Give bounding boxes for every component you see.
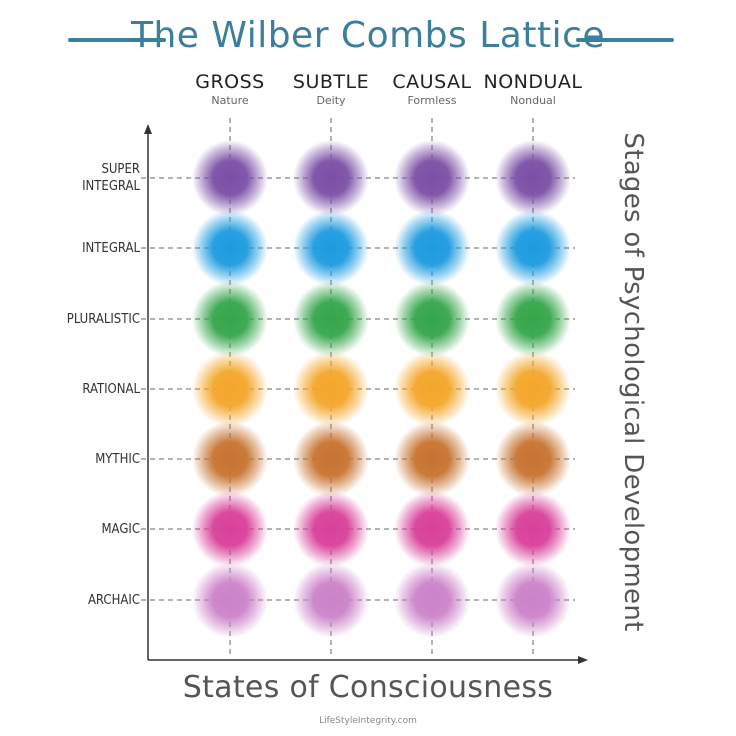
lattice-dot: [495, 491, 571, 567]
lattice-dot: [293, 140, 369, 216]
lattice-dot: [293, 491, 369, 567]
column-label: NONDUAL: [483, 71, 583, 93]
y-axis-arrow-icon: [144, 124, 152, 134]
lattice-dot: [495, 210, 571, 286]
x-axis-title: States of Consciousness: [182, 670, 554, 705]
lattice-dot: [495, 140, 571, 216]
lattice-dot: [495, 562, 571, 638]
footer-credit: LifeStyleIntegrity.com: [319, 716, 417, 726]
column-label: GROSS: [195, 71, 265, 93]
column-header-gross: GROSS Nature: [160, 70, 300, 108]
column-header-subtle: SUBTLE Deity: [261, 70, 401, 108]
lattice-dot: [394, 562, 470, 638]
column-sublabel: Nature: [211, 94, 249, 107]
lattice-dot: [293, 210, 369, 286]
lattice-dot: [394, 491, 470, 567]
column-label: SUBTLE: [292, 71, 370, 93]
row-label-archaic: ARCHAIC: [87, 592, 140, 608]
row-label-integral: INTEGRAL: [82, 240, 140, 256]
lattice-dot: [495, 421, 571, 497]
lattice-dot: [192, 140, 268, 216]
lattice-dot: [192, 210, 268, 286]
lattice-dot: [293, 562, 369, 638]
lattice-dot: [192, 421, 268, 497]
axes: [144, 124, 588, 664]
lattice-dot: [495, 281, 571, 357]
column-sublabel: Nondual: [510, 94, 556, 107]
lattice-dot: [394, 281, 470, 357]
page-title: The Wilber Combs Lattice: [130, 15, 606, 56]
lattice-dot: [394, 210, 470, 286]
column-sublabel: Deity: [316, 94, 346, 107]
lattice-dot: [495, 351, 571, 427]
lattice-dot: [192, 351, 268, 427]
lattice-dot: [293, 421, 369, 497]
title-rule-left: [68, 38, 166, 42]
column-sublabel: Formless: [407, 94, 457, 107]
x-axis-arrow-icon: [578, 656, 588, 664]
column-header-causal: CAUSAL Formless: [362, 70, 502, 108]
title-bar: The Wilber Combs Lattice: [0, 8, 736, 64]
lattice-dot: [192, 491, 268, 567]
column-label: CAUSAL: [392, 71, 472, 93]
row-label-rational: RATIONAL: [82, 381, 140, 397]
lattice-dot: [192, 562, 268, 638]
lattice-dot: [394, 140, 470, 216]
row-label-mythic: MYTHIC: [95, 451, 140, 467]
lattice-dot: [394, 421, 470, 497]
column-header-nondual: NONDUAL Nondual: [463, 70, 603, 108]
title-rule-right: [576, 38, 674, 42]
lattice-dots: [192, 140, 571, 638]
y-axis-title: Stages of Psychological Development: [618, 132, 648, 632]
lattice-dot: [192, 281, 268, 357]
row-label-magic: MAGIC: [101, 521, 140, 537]
row-label-super-integral: SUPER INTEGRAL: [82, 162, 140, 194]
lattice-dot: [293, 351, 369, 427]
lattice-dot: [293, 281, 369, 357]
row-label-pluralistic: PLURALISTIC: [66, 311, 140, 327]
lattice-dot: [394, 351, 470, 427]
